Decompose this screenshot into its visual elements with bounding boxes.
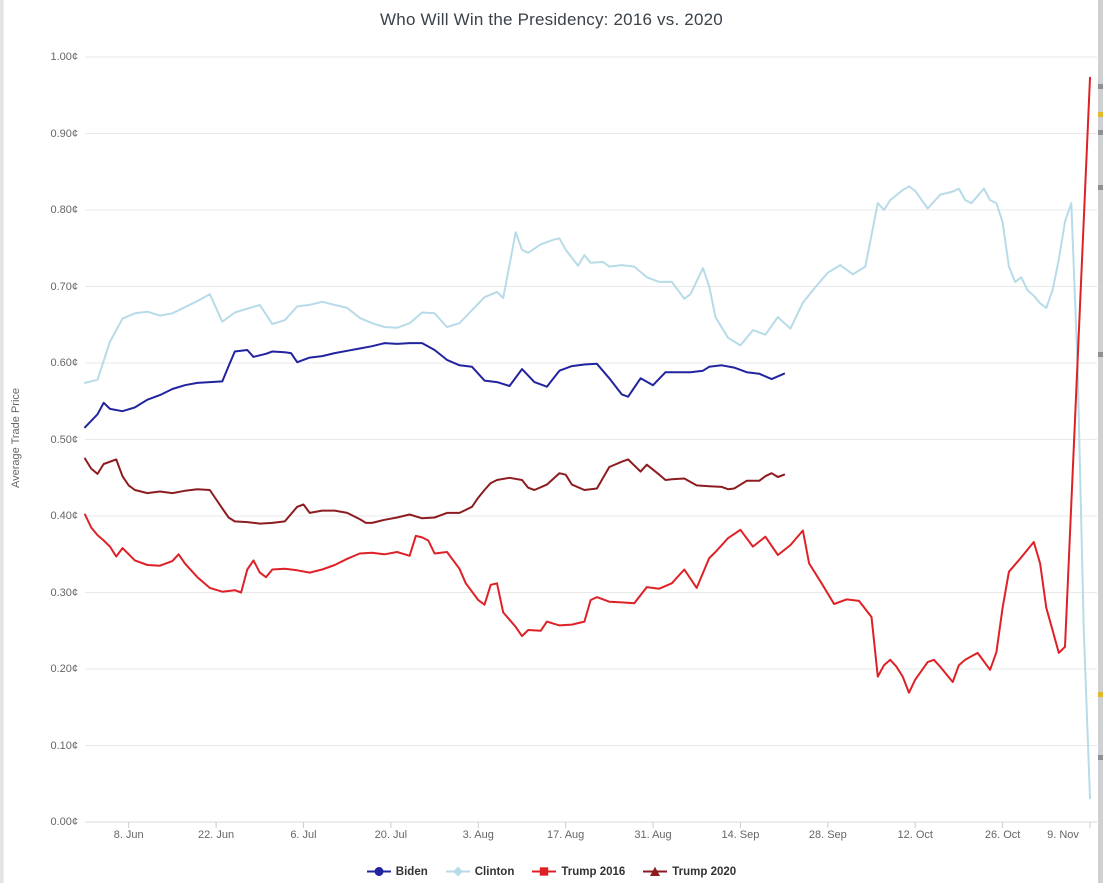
- legend: Biden Clinton Trump 2016 Trump 2020: [0, 865, 1103, 878]
- cropped-artifact: [1098, 755, 1103, 760]
- series-line-trump-2020[interactable]: [84, 457, 786, 525]
- x-axis-tick-label: 22. Jun: [198, 829, 235, 841]
- cropped-artifact: [1098, 130, 1103, 135]
- y-axis-tick-label: 0.30¢: [50, 586, 78, 599]
- legend-item-clinton[interactable]: Clinton: [445, 865, 515, 878]
- diamond-marker-icon: [445, 866, 470, 877]
- circle-marker-icon: [366, 867, 391, 876]
- legend-item-biden[interactable]: Biden: [366, 865, 428, 878]
- y-axis-tick-label: 0.80¢: [50, 204, 78, 216]
- legend-label-trump-2020: Trump 2020: [672, 865, 737, 878]
- legend-item-trump-2016[interactable]: Trump 2016: [532, 865, 625, 878]
- triangle-marker-icon: [643, 866, 668, 876]
- cropped-artifact: [1098, 692, 1103, 697]
- window-right-edge-cropped-content: [1098, 0, 1103, 883]
- series-line-biden[interactable]: [84, 342, 786, 429]
- cropped-artifact: [1098, 112, 1103, 117]
- x-axis-tick-label: 17. Aug: [546, 829, 585, 841]
- x-axis-tick-label: 9. Nov: [1047, 829, 1079, 841]
- legend-label-biden: Biden: [395, 865, 428, 878]
- x-axis-tick-label: 12. Oct: [897, 829, 933, 841]
- y-axis-tick-label: 0.00¢: [50, 816, 78, 828]
- series-line-clinton[interactable]: [84, 185, 1091, 800]
- square-marker-icon: [532, 867, 557, 876]
- x-axis-tick-label: 3. Aug: [462, 829, 494, 841]
- chart-title: Who Will Win the Presidency: 2016 vs. 20…: [380, 10, 723, 29]
- y-axis-tick-label: 0.40¢: [50, 510, 78, 522]
- y-axis-tick-label: 0.60¢: [50, 357, 78, 369]
- legend-item-trump-2020[interactable]: Trump 2020: [643, 865, 736, 878]
- x-axis-tick-label: 6. Jul: [290, 829, 317, 841]
- y-axis-tick-label: 0.70¢: [50, 280, 78, 293]
- y-axis-tick-label: 1.00¢: [50, 51, 78, 63]
- x-axis-tick-label: 20. Jul: [374, 829, 408, 841]
- y-axis-tick-label: 0.50¢: [50, 433, 78, 446]
- cropped-artifact: [1098, 185, 1103, 190]
- cropped-artifact: [1098, 84, 1103, 89]
- x-axis-tick-label: 31. Aug: [634, 829, 672, 841]
- x-axis-tick-label: 26. Oct: [984, 829, 1021, 841]
- y-axis-tick-label: 0.20¢: [50, 663, 78, 675]
- legend-label-clinton: Clinton: [474, 865, 515, 878]
- y-axis-tick-label: 0.10¢: [50, 739, 78, 752]
- x-axis-tick-label: 14. Sep: [721, 829, 760, 841]
- series-line-trump-2016[interactable]: [84, 76, 1091, 694]
- window-left-edge: [0, 0, 4, 883]
- x-axis-tick-label: 28. Sep: [808, 829, 847, 841]
- x-axis-tick-label: 8. Jun: [113, 829, 144, 841]
- y-axis-tick-label: 0.90¢: [50, 127, 78, 140]
- legend-label-trump-2016: Trump 2016: [561, 865, 626, 878]
- cropped-artifact: [1098, 352, 1103, 357]
